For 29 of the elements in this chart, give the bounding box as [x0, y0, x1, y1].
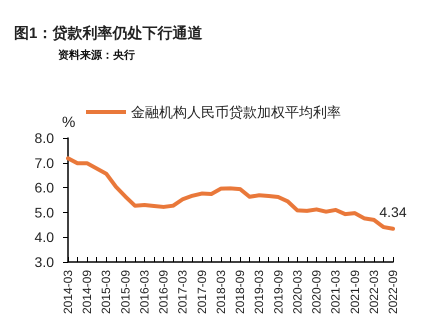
x-tick-label: 2016-09 [156, 270, 171, 314]
x-tick-label: 2015-09 [118, 270, 132, 314]
legend-label: 金融机构人民币贷款加权平均利率 [131, 104, 341, 120]
y-tick-label: 7.0 [34, 154, 54, 171]
x-tick-label: 2022-03 [366, 270, 381, 314]
x-tick-label: 2021-09 [348, 270, 362, 314]
y-tick-label: 8.0 [34, 130, 54, 146]
x-tick-label: 2019-03 [252, 270, 266, 314]
y-tick-label: 5.0 [34, 204, 54, 220]
x-tick-label: 2014-09 [80, 270, 94, 314]
data-label: 4.34 [379, 204, 407, 220]
x-tick-label: 2017-09 [194, 270, 209, 314]
x-tick-label: 2015-03 [99, 270, 114, 314]
x-tick-label: 2016-03 [137, 270, 152, 314]
y-tick-label: 4.0 [34, 229, 54, 246]
x-tick-label: 2018-03 [214, 270, 228, 314]
x-tick-label: 2018-09 [233, 270, 248, 314]
x-tick-label: 2014-03 [61, 270, 75, 314]
x-tick-label: 2022-09 [386, 270, 400, 314]
text: 资料来源：央行 [58, 48, 135, 62]
x-tick-label: 2017-03 [176, 270, 190, 314]
chart-title: 图1：贷款利率仍处下行通道 [14, 24, 204, 42]
x-tick-label: 2019-09 [271, 270, 286, 314]
y-axis-title: % [62, 114, 76, 131]
x-tick-label: 2020-09 [310, 270, 324, 314]
y-tick-label: 6.0 [34, 180, 54, 196]
y-tick-label: 3.0 [34, 254, 54, 270]
x-tick-label: 2021-03 [328, 270, 343, 314]
x-tick-label: 2020-03 [290, 270, 304, 314]
